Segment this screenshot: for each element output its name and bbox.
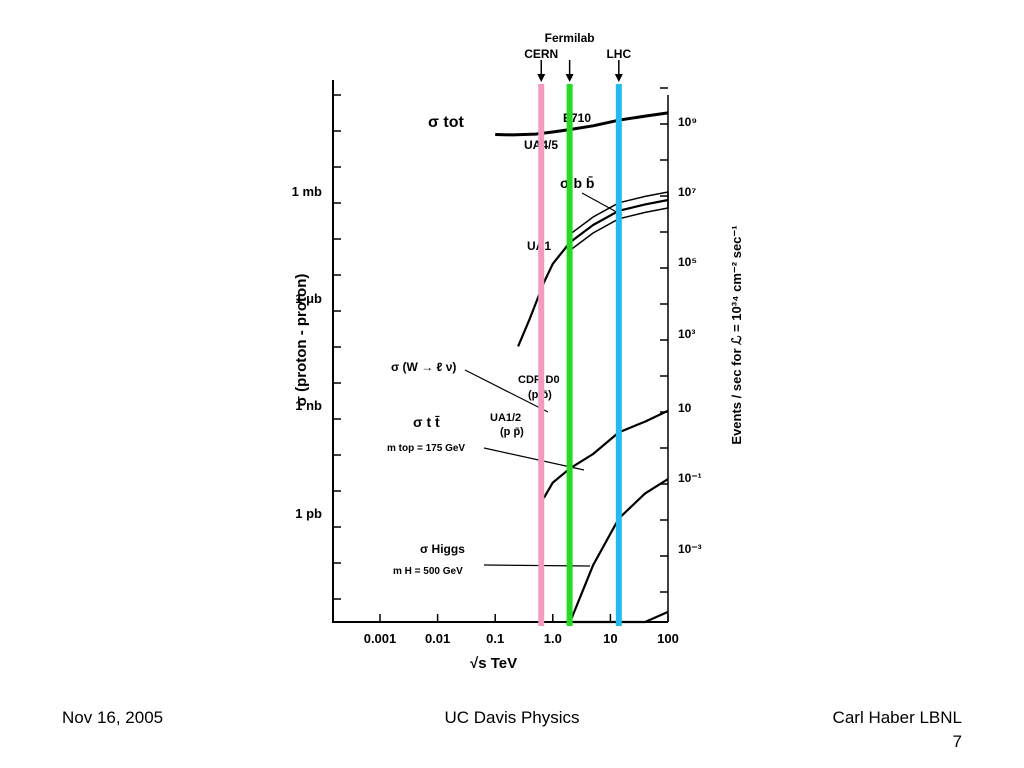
plot-frame — [332, 80, 668, 623]
label-sigma-bb: σ b b̄ — [560, 174, 594, 191]
x-tick-label: 0.1 — [486, 631, 504, 646]
label-sigma-w: σ (W → ℓ ν) — [391, 360, 456, 374]
label-sigma-tot: σ tot — [428, 114, 464, 131]
x-tick-label: 100 — [657, 631, 679, 646]
label-sigma-higgs: σ Higgs — [420, 542, 465, 556]
right-tick-label: 10³ — [678, 327, 695, 341]
marker-label-cern: CERN — [524, 47, 558, 61]
marker-arrowhead-lhc — [614, 74, 623, 82]
right-tick-label: 10⁻¹ — [678, 471, 702, 485]
marker-arrowhead-fermilab — [565, 74, 574, 82]
sigma-bb-band — [569, 191, 669, 252]
cross-section-chart: 0.001 0.01 0.1 1.0 10 100 1 mb 1 μb 1 nb 1 pb 10⁹ 1… — [292, 31, 744, 672]
label-ua12-sub: (p p̄) — [500, 426, 524, 438]
right-tick-label: 10⁹ — [678, 115, 697, 129]
left-tick-label: 1 mb — [292, 184, 322, 199]
marker-label-lhc: LHC — [606, 47, 631, 61]
x-tick-label: 0.001 — [364, 631, 397, 646]
arrow-sigma-w — [464, 369, 549, 413]
marker-arrowhead-cern — [537, 74, 546, 82]
sigma-w-curve — [542, 409, 669, 499]
right-tick-label: 10⁵ — [678, 255, 697, 269]
x-tick-label: 10 — [603, 631, 617, 646]
left-tick-label: 1 pb — [295, 506, 322, 521]
left-tick-label: 1 nb — [295, 398, 322, 413]
right-tick-label: 10⁻³ — [678, 542, 702, 556]
label-m-h: m H = 500 GeV — [393, 566, 463, 577]
arrow-sigma-higgs — [483, 564, 591, 567]
right-axis-title: Events / sec for ℒ = 10³⁴ cm⁻² sec⁻¹ — [729, 225, 744, 444]
page-number: 7 — [952, 732, 962, 751]
x-axis-title: √s TeV — [470, 655, 517, 672]
x-tick-label: 0.01 — [425, 631, 450, 646]
marker-label-fermilab: Fermilab — [545, 31, 595, 45]
x-tick-label: 1.0 — [544, 631, 562, 646]
footer-author: Carl Haber LBNL — [832, 708, 962, 727]
sigma-higgs-curve — [568, 610, 669, 624]
right-tick-label: 10⁷ — [678, 185, 696, 199]
label-m-top: m top = 175 GeV — [387, 443, 465, 454]
footer-date: Nov 16, 2005 — [62, 708, 164, 727]
left-axis-title: σ (proton - proton) — [293, 274, 310, 407]
label-ua12: UA1/2 — [490, 412, 521, 424]
label-sigma-tt: σ t t̄ — [413, 414, 440, 430]
right-tick-label: 10 — [678, 401, 692, 415]
left-tick-label: 1 μb — [295, 291, 322, 306]
footer-title: UC Davis Physics — [444, 708, 580, 727]
arrow-sigma-bb — [581, 192, 623, 216]
